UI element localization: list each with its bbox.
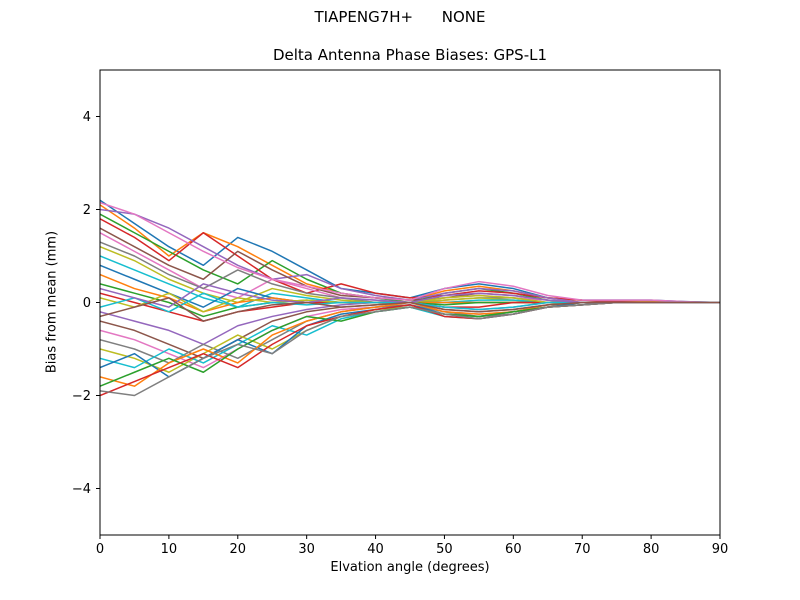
chart-title: Delta Antenna Phase Biases: GPS-L1	[272, 46, 548, 64]
y-tick-label: 4	[83, 110, 91, 125]
plot-line	[100, 301, 720, 346]
x-axis-label: Elvation angle (degrees)	[330, 560, 490, 575]
y-tick-label: 2	[83, 203, 91, 218]
x-tick-label: 40	[367, 542, 384, 557]
plot-line	[100, 301, 720, 397]
x-tick-label: 90	[712, 542, 729, 557]
plot-line	[100, 201, 720, 304]
x-tick-label: 10	[161, 542, 178, 557]
plot-line	[100, 204, 720, 304]
plot-line	[100, 232, 720, 304]
x-tick-label: 0	[96, 542, 104, 557]
plot-line	[100, 301, 720, 387]
plot-line	[100, 301, 720, 397]
plot-line	[100, 301, 720, 387]
figure-suptitle: TIAPENG7H+ NONE	[314, 8, 486, 26]
plot-line	[100, 199, 720, 304]
plot-line	[100, 297, 720, 322]
y-tick-label: −4	[72, 482, 91, 497]
y-tick-label: 0	[83, 296, 91, 311]
plot-line	[100, 218, 720, 304]
y-tick-label: −2	[72, 389, 91, 404]
x-tick-label: 80	[643, 542, 660, 557]
x-tick-label: 60	[505, 542, 522, 557]
x-tick-label: 30	[298, 542, 315, 557]
x-tick-label: 20	[230, 542, 247, 557]
x-tick-label: 70	[574, 542, 591, 557]
x-tick-label: 50	[436, 542, 453, 557]
